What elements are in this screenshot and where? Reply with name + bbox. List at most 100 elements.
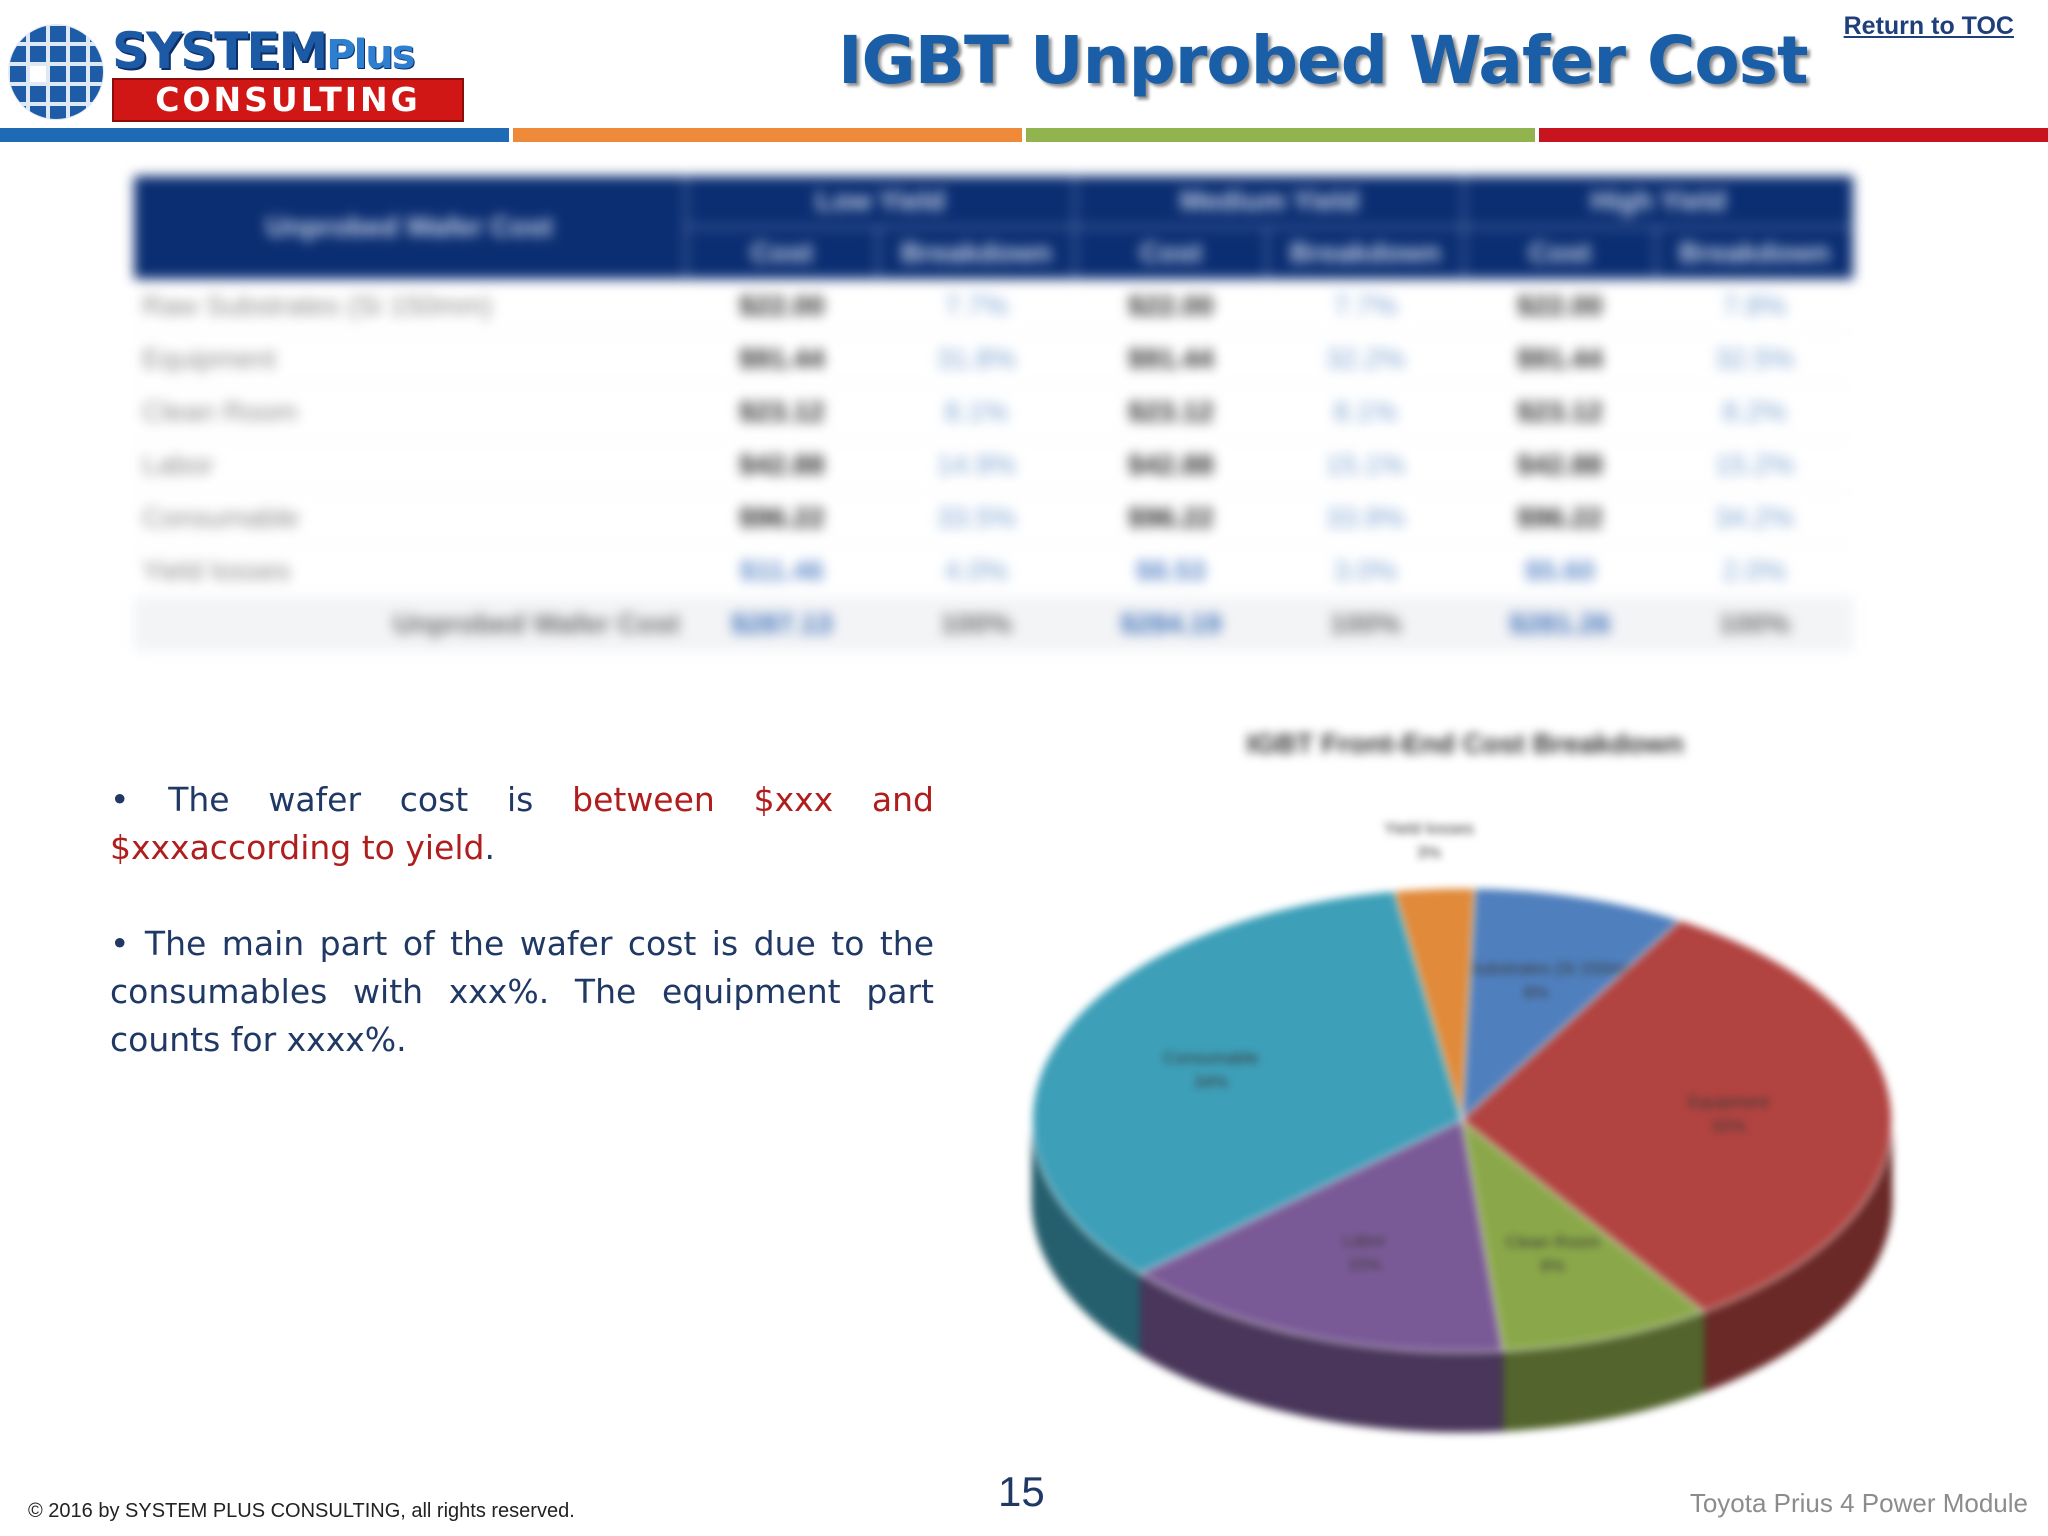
breakdown-cell: 8.1% [1266, 385, 1464, 439]
company-logo: SYSTEMPlus CONSULTING [6, 22, 466, 122]
breakdown-cell: 4.0% [877, 544, 1075, 598]
breakdown-cell: 3.0% [1266, 544, 1464, 598]
pie-value-label: 3% [1417, 843, 1442, 862]
pie-chart: Raw Substrates (Si 150mm) 8% Equipment 32% C… [1031, 819, 1893, 1433]
cost-table: Unprobed Wafer Cost Low Yield Medium Yie… [134, 176, 1855, 651]
row-label: Equipment [134, 332, 686, 386]
header-band-orange [513, 128, 1022, 142]
page-title: IGBT Unprobed Wafer Cost [838, 22, 1809, 99]
breakdown-cell: 2.0% [1655, 544, 1853, 598]
breakdown-cell: 7.8% [1655, 279, 1853, 333]
document-title-footer: Toyota Prius 4 Power Module [1689, 1488, 2028, 1518]
bullet-highlight: between $xxx and $xxxaccording to yield [110, 780, 934, 867]
table-row: Yield losses $11.46 4.0% $8.53 3.0% $5.6… [134, 544, 1853, 598]
total-cost-cell: $287.13 [685, 597, 878, 651]
cost-cell: $23.12 [1074, 385, 1267, 439]
table-subheader: Breakdown [1655, 227, 1855, 280]
bullet-text: • The wafer cost is [110, 780, 573, 819]
cost-cell: $23.12 [685, 385, 878, 439]
cost-cell: $96.22 [1074, 491, 1267, 545]
breakdown-cell: 33.9% [1266, 491, 1464, 545]
pie-slice [1138, 1118, 1504, 1353]
breakdown-cell: 7.7% [877, 279, 1075, 333]
pie-value-label: 32% [1711, 1116, 1745, 1135]
pie-label: Clean Room [1505, 1232, 1600, 1251]
header-band-green [1026, 128, 1535, 142]
table-subheader: Cost [685, 227, 879, 280]
header-band-red [1539, 128, 2048, 142]
breakdown-cell: 34.2% [1655, 491, 1853, 545]
cost-cell: $22.00 [1074, 279, 1267, 333]
cost-cell: $96.22 [685, 491, 878, 545]
total-breakdown-cell: 100% [1266, 597, 1464, 651]
table-subheader: Cost [1463, 227, 1657, 280]
breakdown-cell: 15.1% [1266, 438, 1464, 492]
breakdown-cell: 8.2% [1655, 385, 1853, 439]
pie-label: Labor [1342, 1231, 1386, 1250]
header-band-blue [0, 128, 509, 142]
row-label: Yield losses [134, 544, 686, 598]
cost-cell: $42.88 [1463, 438, 1656, 492]
logo-grid-icon [8, 24, 104, 120]
table-row: Consumable $96.22 33.5% $96.22 33.9% $96… [134, 491, 1853, 545]
pie-slice [1031, 890, 1463, 1275]
breakdown-cell: 32.5% [1655, 332, 1853, 386]
total-breakdown-cell: 100% [877, 597, 1075, 651]
chart-title: IGBT Front-End Cost Breakdown [1246, 728, 1684, 759]
cost-cell: $22.00 [1463, 279, 1656, 333]
cost-cell: $91.44 [1463, 332, 1656, 386]
return-to-toc-link[interactable]: Return to TOC [1843, 12, 2014, 40]
bullet-text: . [484, 828, 495, 867]
pie-value-label: 8% [1524, 983, 1549, 1002]
total-label: Unprobed Wafer Cost [134, 597, 686, 651]
table-subheader: Cost [1074, 227, 1268, 280]
bullet-wafer-cost: • The wafer cost is between $xxx and $xx… [110, 776, 934, 872]
cost-cell: $8.53 [1074, 544, 1267, 598]
table-corner-header: Unprobed Wafer Cost [134, 176, 687, 280]
pie-label: Equipment [1688, 1092, 1770, 1111]
table-subheader: Breakdown [877, 227, 1076, 280]
copyright-text: © 2016 by SYSTEM PLUS CONSULTING, all ri… [28, 1500, 575, 1522]
table-group-header: Low Yield [685, 176, 1076, 228]
cost-cell: $23.12 [1463, 385, 1656, 439]
table-row: Raw Substrates (Si 150mm) $22.00 7.7% $2… [134, 279, 1853, 333]
cost-cell: $91.44 [685, 332, 878, 386]
row-label: Consumable [134, 491, 686, 545]
table-subheader: Breakdown [1266, 227, 1465, 280]
table-row: Clean Room $23.12 8.1% $23.12 8.1% $23.1… [134, 385, 1853, 439]
table-total-row: Unprobed Wafer Cost $287.13 100% $284.19… [134, 597, 1853, 651]
cost-table-container: Unprobed Wafer Cost Low Yield Medium Yie… [134, 176, 1855, 651]
breakdown-cell: 33.5% [877, 491, 1075, 545]
pie-slice [1460, 919, 1893, 1313]
row-label: Raw Substrates (Si 150mm) [134, 279, 686, 333]
total-cost-cell: $284.19 [1074, 597, 1267, 651]
table-row: Labor $42.88 14.9% $42.88 15.1% $42.88 1… [134, 438, 1853, 492]
pie-label: Raw Substrates (Si 150mm) [1430, 959, 1643, 978]
breakdown-cell: 31.8% [877, 332, 1075, 386]
page-number: 15 [998, 1468, 1045, 1515]
pie-slice [1461, 887, 1682, 1122]
cost-cell: $5.60 [1463, 544, 1656, 598]
pie-label: Consumable [1163, 1048, 1258, 1067]
cost-cell: $91.44 [1074, 332, 1267, 386]
row-label: Clean Room [134, 385, 686, 439]
total-breakdown-cell: 100% [1655, 597, 1853, 651]
logo-wordmark: SYSTEMPlus [112, 22, 416, 80]
breakdown-cell: 15.2% [1655, 438, 1853, 492]
row-label: Labor [134, 438, 686, 492]
breakdown-cell: 14.9% [877, 438, 1075, 492]
table-row: Equipment $91.44 31.8% $91.44 32.2% $91.… [134, 332, 1853, 386]
breakdown-cell: 8.1% [877, 385, 1075, 439]
bullet-main-part: • The main part of the wafer cost is due… [110, 924, 934, 1059]
pie-label: Yield losses [1384, 819, 1474, 838]
total-cost-cell: $281.26 [1463, 597, 1656, 651]
breakdown-cell: 32.2% [1266, 332, 1464, 386]
table-group-header: Medium Yield [1074, 176, 1465, 228]
summary-bullets: • The wafer cost is between $xxx and $xx… [110, 776, 934, 1112]
breakdown-cell: 7.7% [1266, 279, 1464, 333]
cost-cell: $11.46 [685, 544, 878, 598]
cost-cell: $96.22 [1463, 491, 1656, 545]
pie-value-label: 34% [1194, 1072, 1228, 1091]
cost-cell: $42.88 [1074, 438, 1267, 492]
cost-cell: $42.88 [685, 438, 878, 492]
